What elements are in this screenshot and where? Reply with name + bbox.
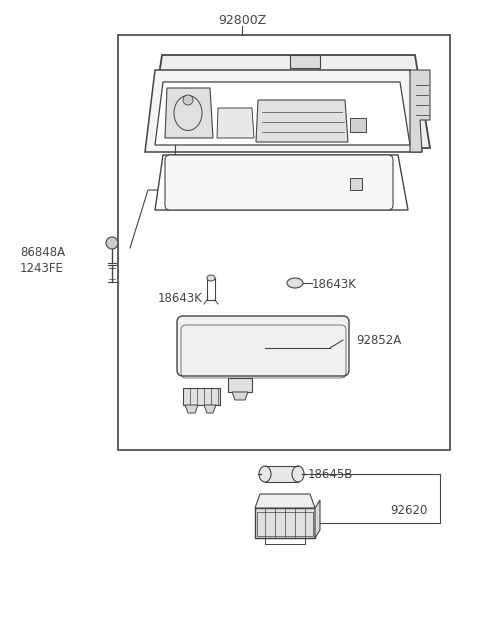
Polygon shape	[155, 155, 408, 210]
Polygon shape	[145, 70, 422, 152]
Polygon shape	[185, 405, 198, 413]
Polygon shape	[315, 500, 320, 538]
Circle shape	[183, 95, 193, 105]
Polygon shape	[204, 405, 216, 413]
Text: 1243FE: 1243FE	[20, 262, 64, 275]
Polygon shape	[350, 178, 362, 190]
Polygon shape	[183, 388, 220, 405]
Ellipse shape	[292, 466, 304, 482]
Text: 86848A: 86848A	[20, 245, 65, 259]
Text: 18643K: 18643K	[158, 292, 203, 305]
Polygon shape	[410, 70, 430, 152]
Bar	[265, 466, 298, 482]
Ellipse shape	[287, 278, 303, 288]
Polygon shape	[165, 88, 213, 138]
Polygon shape	[148, 55, 430, 148]
Polygon shape	[350, 118, 366, 132]
Text: 92852A: 92852A	[356, 333, 401, 346]
FancyBboxPatch shape	[177, 316, 349, 376]
Ellipse shape	[259, 466, 271, 482]
Ellipse shape	[207, 275, 215, 281]
Polygon shape	[228, 378, 252, 392]
Polygon shape	[255, 508, 315, 538]
Text: 92800Z: 92800Z	[218, 14, 266, 27]
Polygon shape	[255, 494, 315, 508]
Text: 18645B: 18645B	[308, 468, 353, 482]
Text: 18643K: 18643K	[312, 278, 357, 292]
Polygon shape	[256, 100, 348, 142]
FancyBboxPatch shape	[165, 155, 393, 210]
Bar	[118, 35, 450, 450]
Polygon shape	[217, 108, 254, 138]
Polygon shape	[290, 55, 320, 68]
Circle shape	[106, 237, 118, 249]
Polygon shape	[232, 392, 248, 400]
Text: 92620: 92620	[390, 503, 427, 516]
Polygon shape	[155, 82, 410, 145]
